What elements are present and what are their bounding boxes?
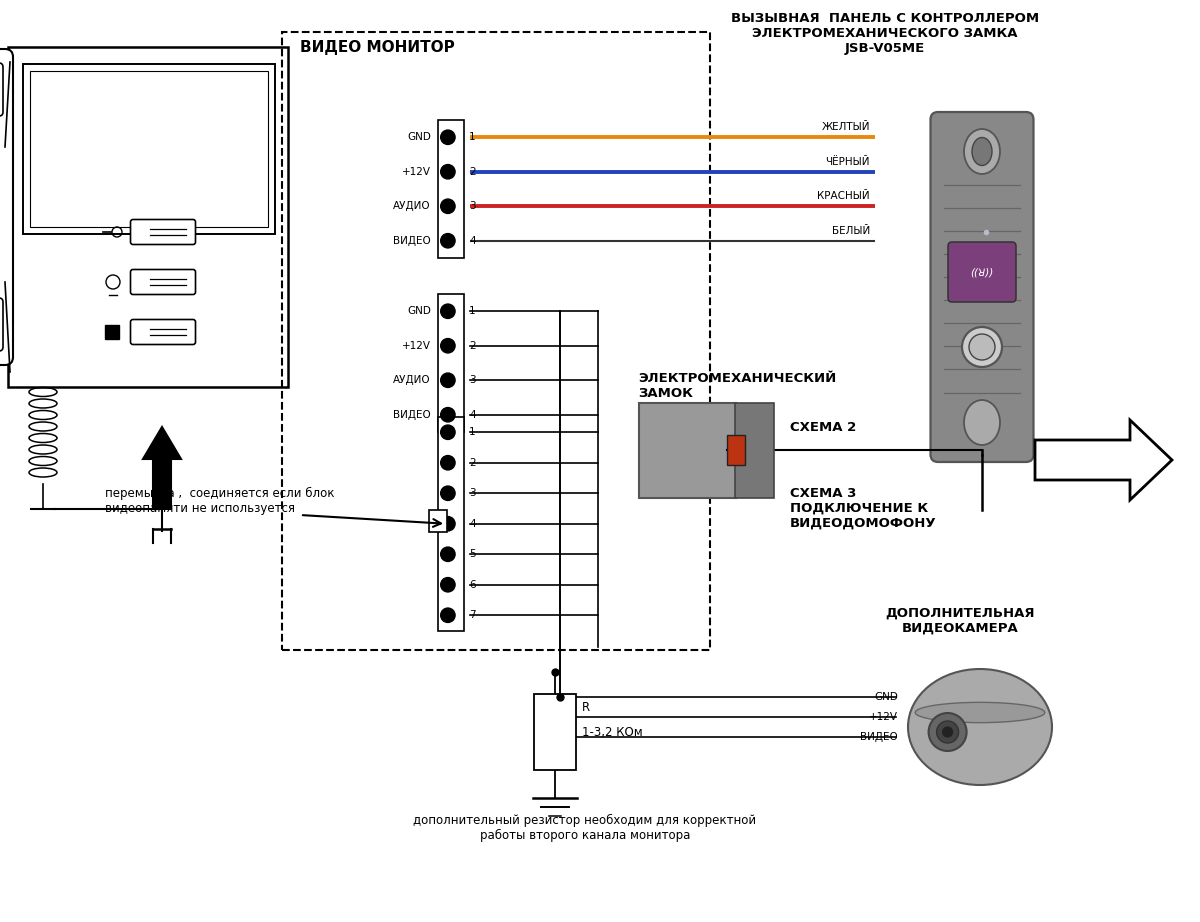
Ellipse shape: [964, 129, 1000, 174]
Text: 2: 2: [469, 167, 475, 177]
Text: +12V: +12V: [869, 712, 898, 722]
FancyBboxPatch shape: [0, 298, 4, 351]
Text: БЕЛЫЙ: БЕЛЫЙ: [832, 226, 870, 236]
Circle shape: [440, 516, 455, 531]
Polygon shape: [1034, 420, 1172, 500]
FancyBboxPatch shape: [0, 63, 4, 116]
Circle shape: [440, 547, 455, 561]
Bar: [438, 294, 464, 432]
Circle shape: [440, 304, 455, 318]
Circle shape: [440, 486, 455, 501]
Text: GND: GND: [407, 132, 431, 142]
Text: КРАСНЫЙ: КРАСНЫЙ: [817, 191, 870, 201]
Circle shape: [962, 327, 1002, 367]
FancyBboxPatch shape: [930, 112, 1033, 462]
Text: 4: 4: [469, 409, 475, 420]
Text: АУДИО: АУДИО: [394, 375, 431, 385]
Text: СХЕМА 2: СХЕМА 2: [790, 421, 857, 434]
Bar: [640, 403, 736, 498]
Text: 4: 4: [469, 236, 475, 246]
Circle shape: [440, 373, 455, 387]
Text: ЭЛЕКТРОМЕХАНИЧЕСКИЙ
ЗАМОК: ЭЛЕКТРОМЕХАНИЧЕСКИЙ ЗАМОК: [638, 372, 836, 400]
Circle shape: [440, 199, 455, 214]
Bar: [727, 435, 745, 465]
Bar: [534, 694, 576, 770]
Text: ВИДЕО: ВИДЕО: [860, 732, 898, 742]
FancyBboxPatch shape: [948, 242, 1016, 302]
Polygon shape: [143, 427, 181, 509]
Ellipse shape: [943, 727, 953, 737]
Text: +12V: +12V: [402, 341, 431, 350]
Text: дополнительный резистор необходим для корректной
работы второго канала монитора: дополнительный резистор необходим для ко…: [414, 814, 756, 842]
Text: 5: 5: [469, 550, 475, 560]
Text: ДОПОЛНИТЕЛЬНАЯ
ВИДЕОКАМЕРА: ДОПОЛНИТЕЛЬНАЯ ВИДЕОКАМЕРА: [886, 607, 1034, 635]
Text: 1: 1: [469, 427, 475, 437]
Ellipse shape: [929, 713, 967, 751]
Text: ВИДЕО: ВИДЕО: [394, 236, 431, 246]
Text: ((ꓤ)): ((ꓤ)): [971, 267, 994, 277]
Bar: [736, 403, 774, 498]
Text: 3: 3: [469, 201, 475, 211]
Text: GND: GND: [874, 692, 898, 702]
Circle shape: [440, 608, 455, 622]
Circle shape: [440, 577, 455, 592]
Text: АУДИО: АУДИО: [394, 201, 431, 211]
Circle shape: [440, 408, 455, 422]
FancyBboxPatch shape: [131, 320, 196, 345]
Ellipse shape: [916, 703, 1045, 723]
Bar: [282, 32, 710, 650]
Text: R: R: [582, 701, 590, 714]
Polygon shape: [8, 47, 288, 387]
Circle shape: [440, 455, 455, 470]
FancyBboxPatch shape: [131, 219, 196, 244]
Ellipse shape: [908, 669, 1052, 785]
Bar: [30, 71, 268, 227]
Circle shape: [440, 338, 455, 353]
Text: ЖЕЛТЫЙ: ЖЕЛТЫЙ: [822, 123, 870, 132]
Ellipse shape: [964, 400, 1000, 445]
Text: СХЕМА 3
ПОДКЛЮЧЕНИЕ К
ВИДЕОДОМОФОНУ: СХЕМА 3 ПОДКЛЮЧЕНИЕ К ВИДЕОДОМОФОНУ: [790, 487, 937, 530]
Text: ЧЁРНЫЙ: ЧЁРНЫЙ: [826, 157, 870, 167]
Circle shape: [440, 130, 455, 145]
Circle shape: [440, 425, 455, 440]
Bar: [106, 325, 119, 339]
FancyBboxPatch shape: [131, 269, 196, 294]
Text: ВЫЗЫВНАЯ  ПАНЕЛЬ С КОНТРОЛЛЕРОМ
ЭЛЕКТРОМЕХАНИЧЕСКОГО ЗАМКА
JSB-V05ME: ВЫЗЫВНАЯ ПАНЕЛЬ С КОНТРОЛЛЕРОМ ЭЛЕКТРОМЕ…: [731, 12, 1039, 55]
Text: 3: 3: [469, 489, 475, 498]
Text: 1: 1: [469, 306, 475, 316]
Text: 4: 4: [469, 519, 475, 528]
Text: ВИДЕО: ВИДЕО: [394, 409, 431, 420]
Circle shape: [440, 164, 455, 179]
Text: 7: 7: [469, 610, 475, 621]
Text: 1: 1: [469, 132, 475, 142]
Text: 6: 6: [469, 580, 475, 590]
Circle shape: [970, 334, 995, 360]
Text: 3: 3: [469, 375, 475, 385]
Ellipse shape: [937, 721, 959, 743]
Text: перемычка ,  соединяется если блок
видеопамяти не используется: перемычка , соединяется если блок видеоп…: [106, 487, 335, 515]
Bar: [438, 417, 464, 631]
Bar: [23, 64, 275, 234]
Text: +12V: +12V: [402, 167, 431, 177]
Text: GND: GND: [407, 306, 431, 316]
FancyBboxPatch shape: [0, 49, 13, 365]
Ellipse shape: [972, 137, 992, 166]
Text: 1-3,2 КОм: 1-3,2 КОм: [582, 726, 643, 739]
Bar: [430, 510, 446, 532]
Circle shape: [440, 233, 455, 248]
Text: 2: 2: [469, 457, 475, 467]
Bar: [438, 120, 464, 258]
Text: 2: 2: [469, 341, 475, 350]
Text: ВИДЕО МОНИТОР: ВИДЕО МОНИТОР: [300, 40, 455, 55]
